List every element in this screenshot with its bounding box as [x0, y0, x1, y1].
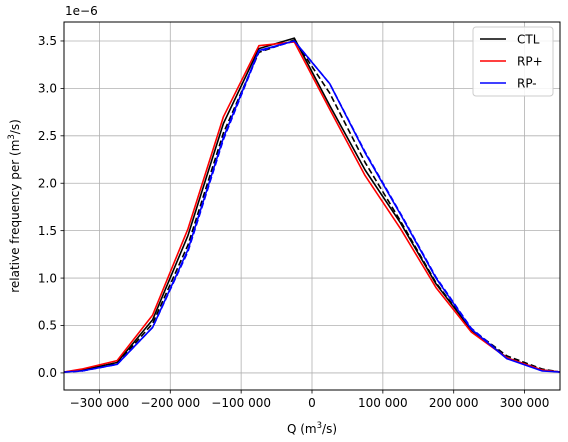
legend-label-rp-minus: RP- — [517, 77, 537, 91]
x-tick-label: 300 000 — [500, 396, 550, 410]
x-tick-label: 200 000 — [429, 396, 479, 410]
x-tick-label: −100 000 — [211, 396, 271, 410]
y-tick-label: 1.0 — [38, 271, 57, 285]
x-tick-label: 0 — [308, 396, 316, 410]
legend-label-rp-plus: RP+ — [517, 55, 543, 69]
axis-ticks: −300 000 −200 000 −100 000 0 100 000 200 000 3… — [38, 34, 549, 410]
y-axis-label: relative frequency per (m3/s) — [7, 119, 22, 293]
legend-label-ctl: CTL — [517, 33, 540, 47]
y-tick-label: 0.5 — [38, 319, 57, 333]
x-tick-label: −300 000 — [70, 396, 130, 410]
series-lines — [63, 37, 561, 373]
y-tick-label: 0.0 — [38, 366, 57, 380]
y-tick-label: 2.0 — [38, 176, 57, 190]
series-line-dashed-1 — [63, 39, 561, 373]
legend: CTL RP+ RP- — [472, 26, 554, 97]
series-line-rp-minus — [63, 40, 561, 373]
legend-box — [472, 26, 554, 97]
y-tick-label: 1.5 — [38, 224, 57, 238]
y-tick-label: 2.5 — [38, 129, 57, 143]
y-tick-label: 3.5 — [38, 34, 57, 48]
x-axis-label: Q (m3/s) — [287, 421, 337, 436]
x-tick-label: 100 000 — [358, 396, 408, 410]
y-tick-label: 3.0 — [38, 82, 57, 96]
x-tick-label: −200 000 — [140, 396, 200, 410]
y-offset-label: 1e−6 — [65, 4, 98, 18]
